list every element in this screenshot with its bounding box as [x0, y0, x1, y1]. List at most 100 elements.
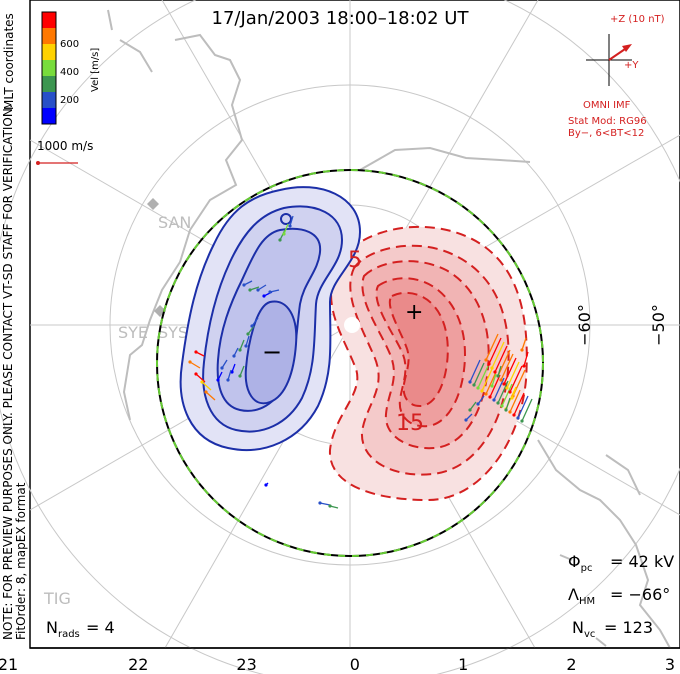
colorbar-swatch [42, 92, 56, 108]
velocity-vector-origin [493, 370, 497, 374]
station-label-tig: TIG [43, 589, 71, 608]
velocity-vector-origin [244, 344, 248, 348]
velocity-vector [506, 361, 520, 389]
colorbar-swatch [42, 28, 56, 44]
mlt-tick-label: 3 [665, 655, 675, 674]
velocity-vector [485, 371, 497, 395]
contour-label-5: 5 [348, 248, 362, 273]
velocity-vector-origin [468, 380, 472, 384]
velocity-vector [505, 397, 511, 411]
mlt-tick-label: 21 [0, 655, 18, 674]
velocity-vector-origin [226, 378, 230, 382]
velocity-vector-origin [520, 348, 524, 352]
velocity-vector [497, 380, 509, 404]
velocity-vector [523, 351, 529, 367]
velocity-vector-origin [194, 372, 198, 376]
velocity-vector [289, 215, 294, 227]
coastline [359, 146, 531, 171]
colorbar-swatch [42, 12, 56, 28]
stat-model-bin: By−, 6<BT<12 [568, 128, 644, 139]
velocity-vector [283, 223, 289, 235]
velocity-vector [521, 337, 527, 351]
velocity-vector [477, 395, 485, 405]
station-labels: SAN SYE SYS TIG [43, 213, 191, 608]
velocity-vector-origin [242, 283, 246, 287]
mlt-tick-label: 22 [128, 655, 148, 674]
coastline [119, 39, 153, 73]
velocity-vector [494, 345, 508, 373]
velocity-vector [517, 395, 529, 419]
page-title: 17/Jan/2003 18:00–18:02 UT [212, 8, 470, 29]
velocity-vector [521, 398, 533, 422]
coastline [595, 637, 607, 647]
velocity-vector-origin [508, 390, 512, 394]
velocity-vector [509, 365, 523, 393]
velocity-vector [279, 229, 286, 241]
colorbar-tick: 400 [60, 67, 79, 78]
velocity-vector-origin [516, 416, 520, 420]
imf-y-label: +Y [624, 60, 639, 71]
velocity-vector-origin [522, 364, 526, 368]
velocity-vector [497, 349, 511, 377]
velocity-vector-origin [238, 374, 242, 378]
velocity-vector-origin [200, 380, 204, 384]
colorbar: 600 400 200 Vel [m/s] [41, 11, 101, 125]
map-hole [344, 317, 360, 333]
velocity-vector-origin [500, 404, 504, 408]
velocity-vector [245, 335, 250, 347]
velocity-vector-origin [328, 504, 332, 508]
velocity-vector-origin [238, 348, 242, 352]
imf-source: OMNI IMF [583, 100, 631, 111]
coordinates-note: MLT coordinates [2, 13, 16, 110]
velocity-vector [488, 337, 502, 365]
velocity-vector-origin [512, 413, 516, 417]
contour-label-15: 15 [396, 411, 424, 436]
velocity-vector-origin [476, 386, 480, 390]
velocity-vector-origin [262, 294, 266, 298]
velocity-vector-origin [488, 395, 492, 399]
potential-max-symbol: + [405, 300, 423, 325]
coastline [537, 439, 671, 649]
velocity-vector [247, 325, 255, 335]
velocity-vector-origin [505, 386, 509, 390]
velocity-vector-origin [204, 390, 208, 394]
velocity-vector-origin [508, 410, 512, 414]
velocity-vector-origin [216, 378, 220, 382]
coastline [122, 33, 244, 421]
mlt-tick-label: 0 [350, 655, 360, 674]
colorbar-tick: 200 [60, 95, 79, 106]
lambda-hm-value: = −66° [610, 585, 670, 604]
velocity-vector-origin [502, 382, 506, 386]
fit-order-line: FitOrder: 8, mapEX format [14, 482, 28, 640]
colorbar-title: Vel [m/s] [90, 48, 101, 92]
coastline [605, 454, 641, 496]
velocity-vector [513, 392, 525, 416]
neg-contour [244, 300, 298, 405]
hm-boundary [156, 169, 544, 557]
mlt-tick-label: 23 [236, 655, 256, 674]
colorbar-swatches [42, 12, 56, 124]
velocity-vector-origin [464, 418, 468, 422]
velocity-vector [481, 368, 493, 392]
phi-pc-value: = 42 kV [610, 552, 674, 571]
station-label-sys: SYS [158, 323, 188, 342]
velocity-vector-origin [268, 290, 272, 294]
colorbar-swatch [42, 76, 56, 92]
velocity-vector-origin [194, 350, 198, 354]
velocity-scale-label: 1000 m/s [37, 139, 93, 153]
velocity-vector-origin [504, 408, 508, 412]
negative-cell [179, 186, 362, 452]
coastlines [107, 9, 671, 649]
velocity-vector [239, 365, 245, 377]
station-label-sye: SYE [118, 323, 148, 342]
potential-min-symbol: − [262, 338, 282, 366]
statistics: Φpc = 42 kV ΛHM = −66° Nvc = 123 Nrads =… [46, 552, 674, 640]
velocity-vector [469, 359, 481, 383]
velocity-vector-origin [220, 366, 224, 370]
velocity-vector-origin [492, 398, 496, 402]
stat-model: Stat Mod: RG96 [568, 116, 647, 127]
velocity-vector [469, 401, 477, 411]
velocity-vector-origin [288, 224, 292, 228]
velocity-vector-origin [264, 483, 268, 487]
station-marker [147, 198, 159, 210]
